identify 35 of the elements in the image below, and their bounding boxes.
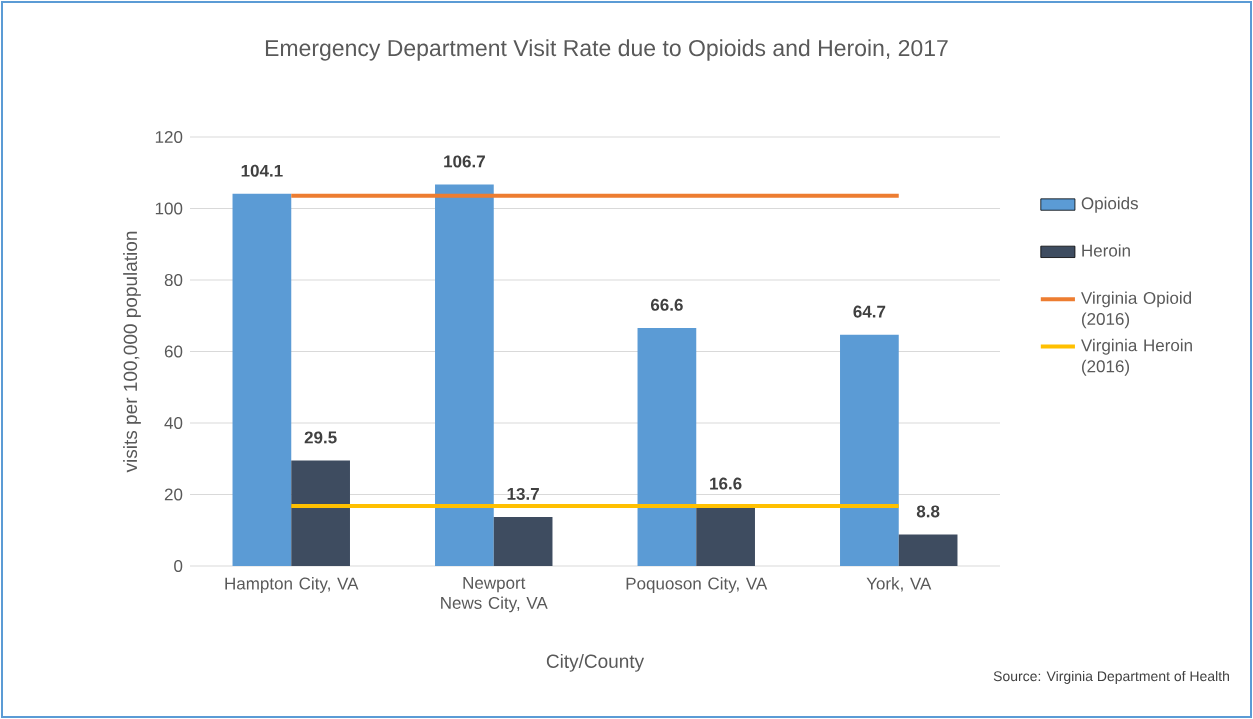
data-label: 8.8 [916, 505, 940, 518]
data-label: 66.6 [650, 298, 683, 311]
y-tick-label: 20 [164, 488, 183, 501]
x-tick-label: Hampton City, VA [225, 577, 359, 593]
y-tick-label: 60 [164, 345, 183, 358]
data-label: 106.7 [444, 155, 485, 168]
bar [232, 193, 292, 566]
y-tick-label: 40 [164, 417, 183, 430]
y-tick-label: 100 [155, 202, 183, 215]
y-axis-title: visits per 100,000 population [123, 231, 141, 473]
legend-label: Opioids [1081, 196, 1138, 213]
x-tick-label: Newport News City, VA [441, 577, 548, 613]
x-tick-label: York, VA [866, 577, 932, 592]
y-tick-label: 120 [155, 131, 183, 144]
data-label: 13.7 [507, 487, 539, 500]
legend-label: Virginia Heroin (2016) [1081, 338, 1192, 376]
x-axis-title: City/County [546, 654, 645, 672]
y-tick-label: 0 [174, 560, 183, 573]
bar [840, 334, 899, 566]
chart-title: Emergency Department Visit Rate due to Opioids and Heroin, 2017 [265, 39, 948, 61]
data-label: 104.1 [241, 164, 283, 177]
y-tick-label: 80 [164, 274, 183, 287]
source-note: Source: Virginia Department of Health [993, 670, 1229, 684]
bar [696, 506, 755, 566]
legend-label: Virginia Opioid (2016) [1081, 291, 1192, 329]
x-tick-label: Poquoson City, VA [626, 577, 768, 593]
legend-label: Heroin [1082, 244, 1130, 257]
bar [898, 534, 958, 566]
bar [435, 184, 494, 566]
data-label: 16.6 [710, 477, 742, 490]
data-label: 64.7 [853, 305, 886, 318]
bar [493, 517, 553, 566]
bar [291, 460, 350, 566]
data-label: 29.5 [304, 431, 337, 444]
bar [637, 327, 697, 566]
